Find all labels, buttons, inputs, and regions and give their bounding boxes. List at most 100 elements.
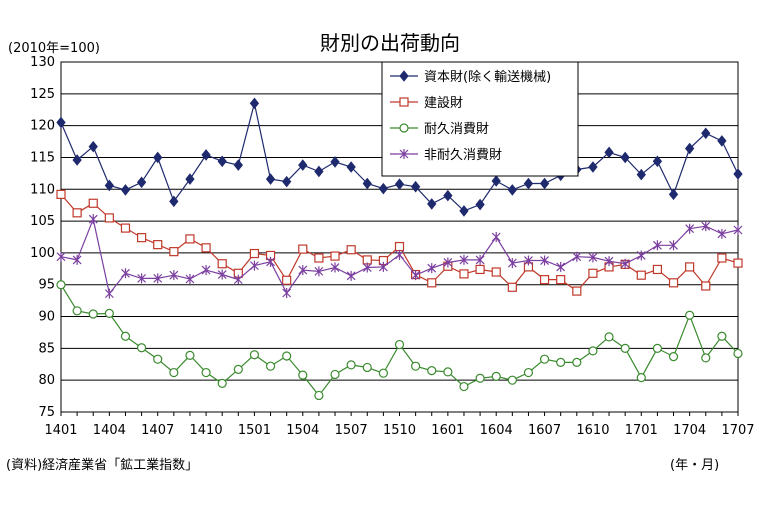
data-point: [539, 177, 550, 190]
data-point: [282, 351, 292, 361]
data-point: [137, 273, 147, 284]
data-point: [588, 346, 598, 356]
data-point: [443, 189, 453, 202]
data-point: [249, 248, 260, 259]
data-point: [507, 258, 517, 269]
data-point: [475, 264, 485, 275]
data-point: [72, 306, 82, 316]
data-point: [185, 274, 195, 284]
data-point: [233, 159, 243, 171]
data-point: [620, 258, 630, 269]
data-point: [346, 161, 356, 173]
x-tick-label: 1401: [44, 423, 77, 438]
series-3: [56, 214, 743, 299]
data-point: [298, 265, 308, 276]
data-point: [136, 176, 147, 189]
x-axis-label: (年・月): [670, 458, 719, 473]
legend-entry: 資本財(除く輸送機械): [390, 70, 551, 85]
x-axis-ticks: 1401 1404 1407 1410 1501 1504 1507 1510 1601 1604…: [44, 412, 755, 438]
data-point: [491, 267, 501, 277]
data-point: [685, 310, 695, 320]
x-tick-label: 1704: [673, 423, 706, 438]
data-point: [459, 269, 469, 279]
data-point: [523, 177, 534, 190]
data-point: [636, 270, 646, 280]
legend-label: 資本財(除く輸送機械): [424, 70, 551, 85]
data-point: [733, 168, 743, 180]
data-point: [604, 332, 614, 342]
data-point: [121, 268, 130, 279]
legend-entry: 建設財: [390, 95, 463, 111]
x-tick-label: 1501: [238, 423, 271, 438]
data-point: [88, 140, 98, 153]
data-point: [411, 361, 421, 371]
data-point: [88, 214, 98, 225]
series-1: [56, 189, 743, 296]
data-point: [282, 275, 292, 285]
data-point: [701, 281, 711, 291]
data-point: [266, 256, 275, 267]
x-tick-label: 1610: [576, 423, 609, 438]
data-point: [346, 245, 356, 255]
data-point: [459, 205, 469, 217]
data-point: [185, 173, 195, 185]
data-point: [636, 373, 646, 383]
data-point: [410, 180, 421, 193]
x-tick-label: 1604: [480, 423, 513, 438]
data-point: [201, 149, 211, 161]
data-point: [72, 254, 82, 265]
x-tick-label: 1701: [625, 423, 658, 438]
x-tick-label: 1410: [190, 423, 223, 438]
data-point: [475, 198, 485, 211]
y-tick-label: 115: [30, 150, 55, 165]
data-point: [717, 331, 727, 341]
data-point: [668, 188, 679, 201]
x-tick-label: 1404: [93, 423, 126, 438]
data-point: [233, 364, 243, 374]
data-point: [669, 240, 678, 251]
data-point: [72, 208, 82, 218]
data-point: [475, 254, 485, 265]
data-point: [524, 255, 533, 266]
data-point: [668, 352, 679, 362]
data-point: [556, 261, 566, 272]
data-point: [733, 258, 743, 268]
data-point: [378, 261, 388, 272]
data-point: [636, 250, 646, 261]
data-point: [572, 251, 582, 262]
data-point: [378, 182, 389, 195]
data-point: [185, 234, 195, 244]
data-point: [394, 178, 405, 190]
data-point: [120, 223, 131, 233]
data-point: [427, 263, 437, 274]
data-point: [717, 253, 727, 263]
legend-entry: 耐久消費財: [390, 122, 489, 137]
data-point: [72, 154, 82, 166]
data-point: [153, 273, 163, 284]
data-point: [427, 278, 437, 288]
data-point: [153, 151, 163, 164]
data-point: [539, 354, 550, 364]
data-point: [185, 350, 195, 360]
data-point: [539, 275, 550, 285]
data-point: [314, 266, 324, 277]
data-point: [136, 343, 147, 353]
data-point: [701, 127, 711, 140]
legend-marker: [399, 97, 409, 107]
data-point: [104, 179, 114, 192]
data-point: [153, 354, 163, 364]
data-point: [217, 259, 227, 269]
x-tick-label: 1510: [383, 423, 416, 438]
data-point: [346, 360, 356, 370]
data-point: [104, 213, 114, 223]
data-point: [378, 368, 388, 378]
y-tick-label: 125: [30, 87, 55, 102]
legend-label: 耐久消費財: [424, 122, 489, 137]
x-tick-label: 1507: [335, 423, 368, 438]
data-point: [394, 241, 405, 252]
y-tick-label: 95: [38, 278, 55, 293]
y-tick-label: 105: [30, 214, 55, 229]
data-point: [330, 156, 340, 168]
data-point: [56, 116, 66, 129]
data-point: [298, 370, 308, 380]
